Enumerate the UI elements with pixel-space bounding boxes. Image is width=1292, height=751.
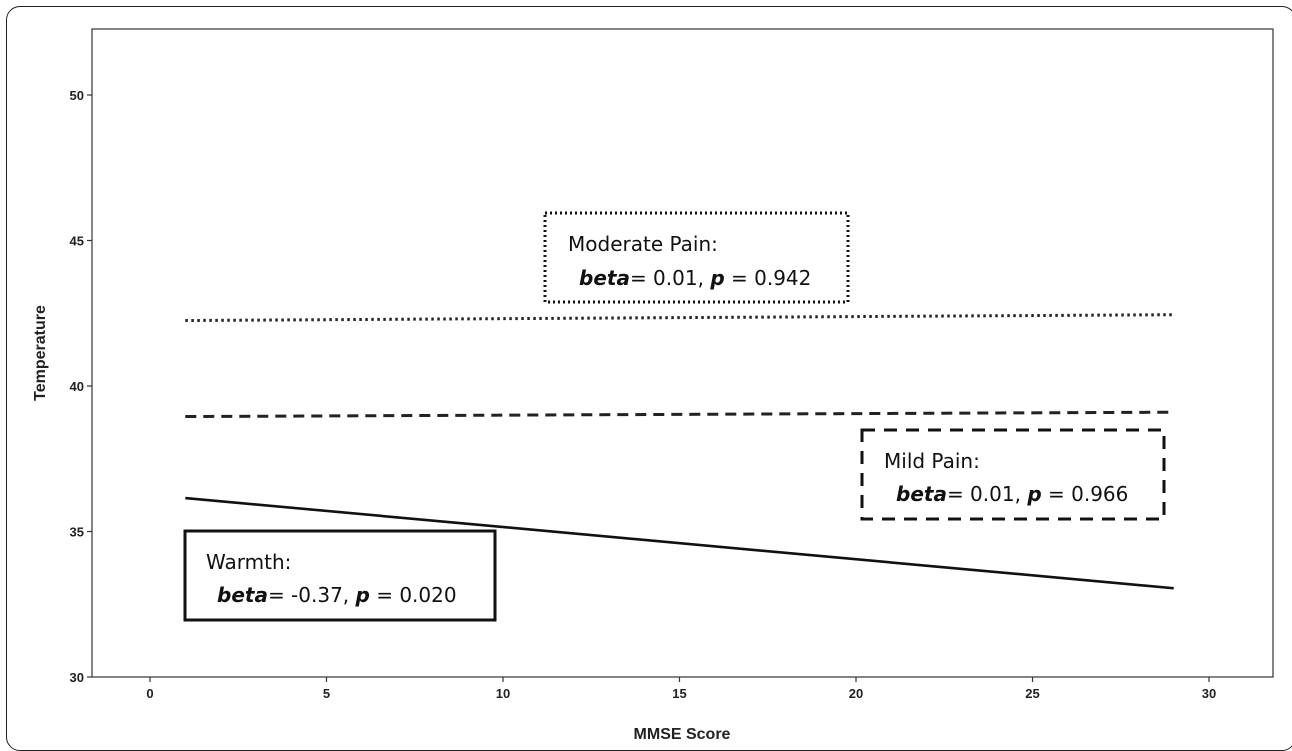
annotation-title: Warmth:	[206, 550, 291, 574]
annotation-stats: beta= 0.01, p = 0.966	[896, 482, 1128, 506]
annotation-mild-pain: Mild Pain: beta= 0.01, p = 0.966	[860, 428, 1166, 521]
beta-value: = 0.01,	[630, 266, 710, 290]
annotation-stats: beta= -0.37, p = 0.020	[217, 583, 457, 607]
x-tick-label: 5	[323, 686, 330, 701]
x-tick-label: 10	[496, 686, 510, 701]
x-tick-label: 15	[672, 686, 686, 701]
annotation-box-warmth	[183, 529, 497, 622]
series-layer	[185, 313, 1174, 590]
annotation-moderate-pain: Moderate Pain: beta= 0.01, p = 0.942	[543, 211, 850, 304]
annotation-title: Mild Pain:	[884, 449, 980, 473]
series-line-mild-pain	[185, 410, 1174, 419]
p-label: p	[709, 266, 724, 290]
beta-value: = 0.01,	[947, 482, 1027, 506]
y-tick-label: 40	[70, 379, 84, 394]
y-tick-label: 35	[70, 525, 84, 540]
annotation-title: Moderate Pain:	[568, 232, 718, 256]
x-tick-label: 30	[1202, 686, 1216, 701]
p-label: p	[355, 583, 370, 607]
x-axis: 0 5 10 15 20 25 30	[146, 677, 1216, 701]
x-axis-title: MMSE Score	[634, 726, 731, 741]
beta-value: = -0.37,	[268, 583, 356, 607]
p-label: p	[1026, 482, 1041, 506]
annotation-stats: beta= 0.01, p = 0.942	[579, 266, 811, 290]
y-axis: 30 35 40 45 50	[70, 88, 92, 685]
beta-label: beta	[217, 583, 268, 607]
annotation-box-mild	[860, 428, 1166, 521]
p-value: = 0.942	[725, 266, 812, 290]
beta-label: beta	[579, 266, 630, 290]
p-value: = 0.020	[370, 583, 457, 607]
y-tick-label: 45	[70, 234, 84, 249]
annotation-box-moderate	[543, 211, 850, 304]
series-line-moderate-pain	[185, 313, 1174, 323]
x-tick-label: 20	[849, 686, 863, 701]
plot-area	[91, 28, 1274, 678]
y-tick-label: 30	[70, 670, 84, 685]
x-tick-label: 25	[1025, 686, 1039, 701]
series-line-warmth	[185, 496, 1174, 590]
annotation-warmth: Warmth: beta= -0.37, p = 0.020	[183, 529, 497, 622]
beta-label: beta	[896, 482, 947, 506]
y-axis-title: Temperature	[32, 305, 49, 401]
y-tick-label: 50	[70, 88, 84, 103]
p-value: = 0.966	[1042, 482, 1129, 506]
x-tick-label: 0	[146, 686, 153, 701]
